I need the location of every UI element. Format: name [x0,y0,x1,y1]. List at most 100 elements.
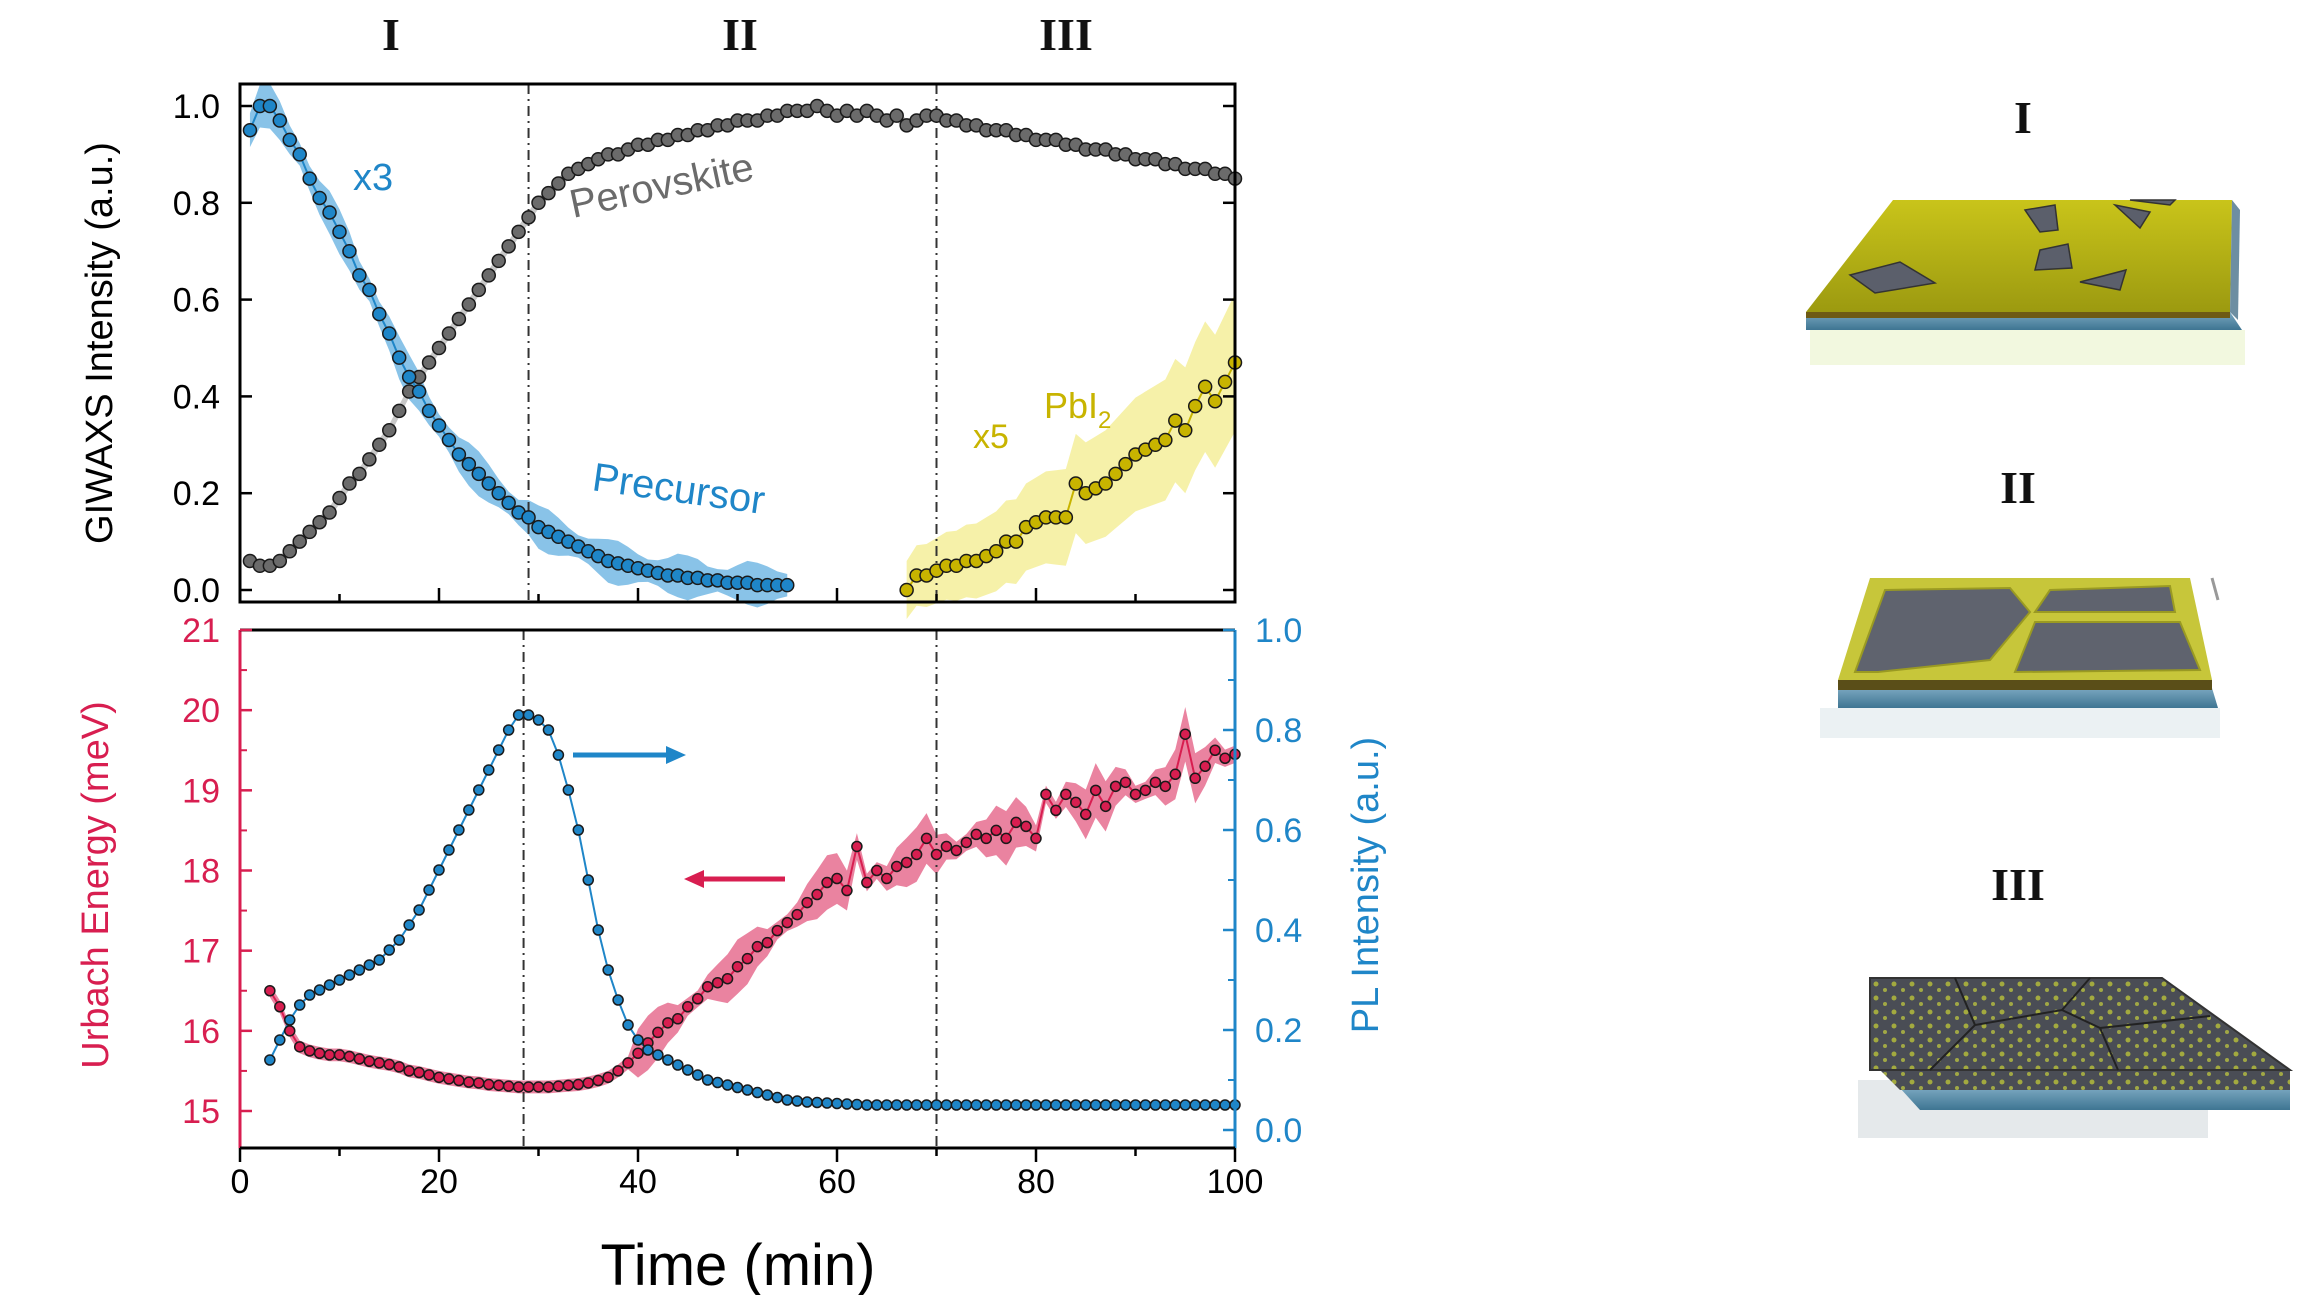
urbach-point [443,1073,455,1085]
urbach-point [1209,744,1221,756]
urbach-point [1149,776,1162,789]
urbach-point [592,1074,604,1087]
urbach-point [1099,800,1112,813]
urbach-point [522,1081,535,1093]
precursor-point [312,190,327,206]
pl-point [1080,1099,1092,1111]
perovskite-point [362,452,377,467]
urbach-band [269,706,1236,1094]
pl-point [1219,1099,1231,1111]
urbach-point [721,972,734,985]
pl-point [1109,1099,1122,1111]
pbi2-point [1197,379,1213,394]
pl-point [632,1034,644,1046]
pl-point [1179,1099,1191,1111]
arrow-to-urbach-axis [684,870,785,888]
pl-point [532,714,545,726]
precursor-point [292,147,307,162]
pl-point [383,944,395,956]
urbach-point [811,888,823,901]
pbi2-band [906,293,1235,620]
pl-point [284,1014,296,1026]
perovskite-point [501,239,516,254]
pl-point [622,1019,634,1031]
urbach-point [542,1081,555,1093]
pl-point [731,1081,744,1094]
x-tick-label: 80 [1017,1163,1055,1201]
pl-point [841,1098,853,1110]
x-tick-label: 40 [619,1163,657,1201]
x-tick-label: 60 [818,1163,856,1201]
urbach-point [662,1017,674,1029]
perovskite-point [431,340,447,356]
pl-point [1020,1099,1032,1111]
bottom-ytick-label-left: 15 [182,1093,220,1131]
precursor-point [242,122,258,138]
pl-point [910,1099,923,1111]
pl-point [950,1099,963,1111]
pbi2-point [1098,476,1113,491]
pl-point [1199,1099,1211,1111]
perovskite-point [282,544,297,559]
pl-point [433,864,445,876]
urbach-point [791,908,803,921]
bottom-ytick-label-right: 0.2 [1255,1012,1302,1050]
film-illustration-2 [1820,577,2220,738]
pl-point [393,934,405,946]
pl-point [642,1044,654,1056]
precursor-point [401,369,417,385]
pl-point [871,1099,883,1111]
precursor-point [461,456,477,472]
urbach-point [890,860,903,873]
pl-point [1070,1099,1082,1111]
urbach-point [711,976,724,989]
illustration-label-2: II [2000,462,2036,513]
urbach-point [383,1058,395,1071]
urbach-point [333,1049,346,1061]
urbach-point [562,1079,575,1092]
arrow-to-pl-axis [573,746,686,764]
urbach-point [1139,784,1152,797]
urbach-point [343,1050,356,1063]
pbi2-point [1008,534,1024,549]
urbach-point [552,1080,565,1092]
bottom-ylabel-left: Urbach Energy (meV) [75,701,117,1068]
pl-point [831,1097,843,1110]
urbach-point [1040,788,1052,801]
top-ylabel: GIWAXS Intensity (a.u.) [79,142,121,544]
pl-point [751,1086,764,1099]
pl-point [423,884,435,896]
pl-point [980,1099,992,1111]
pbi2-point [899,582,914,598]
bottom-ytick-label-right: 0.8 [1255,712,1302,750]
urbach-point [1020,820,1032,833]
annotation-x5: x5 [973,418,1009,456]
precursor-point [322,205,337,220]
pl-point [711,1076,724,1089]
urbach-point [1159,780,1172,793]
pl-point [264,1054,276,1066]
pl-point [811,1096,823,1109]
precursor-point [471,466,487,482]
precursor-band [249,83,788,608]
urbach-point [353,1053,366,1065]
pl-point [572,824,585,836]
precursor-point [521,510,536,525]
urbach-point [691,993,704,1005]
pl-point [1149,1099,1162,1111]
urbach-point [672,1013,684,1025]
perovskite-point [521,210,536,225]
urbach-point [264,985,276,997]
pbi2-point [1178,423,1193,438]
perovskite-point [481,268,496,283]
urbach-point [582,1077,594,1089]
pbi2-point [1108,466,1123,482]
urbach-point [1199,760,1211,773]
bottom-panel: 15 16 17 18 19 20 21 0.0 0.2 0.4 0.6 0.8 1.0 0 20 40 60 8… [75,612,1387,1295]
urbach-point [851,840,863,853]
bottom-ytick-label-left: 17 [182,933,220,971]
urbach-point [602,1071,614,1084]
pl-point [353,964,366,976]
pbi2-point [1068,476,1084,491]
urbach-point [881,872,893,885]
